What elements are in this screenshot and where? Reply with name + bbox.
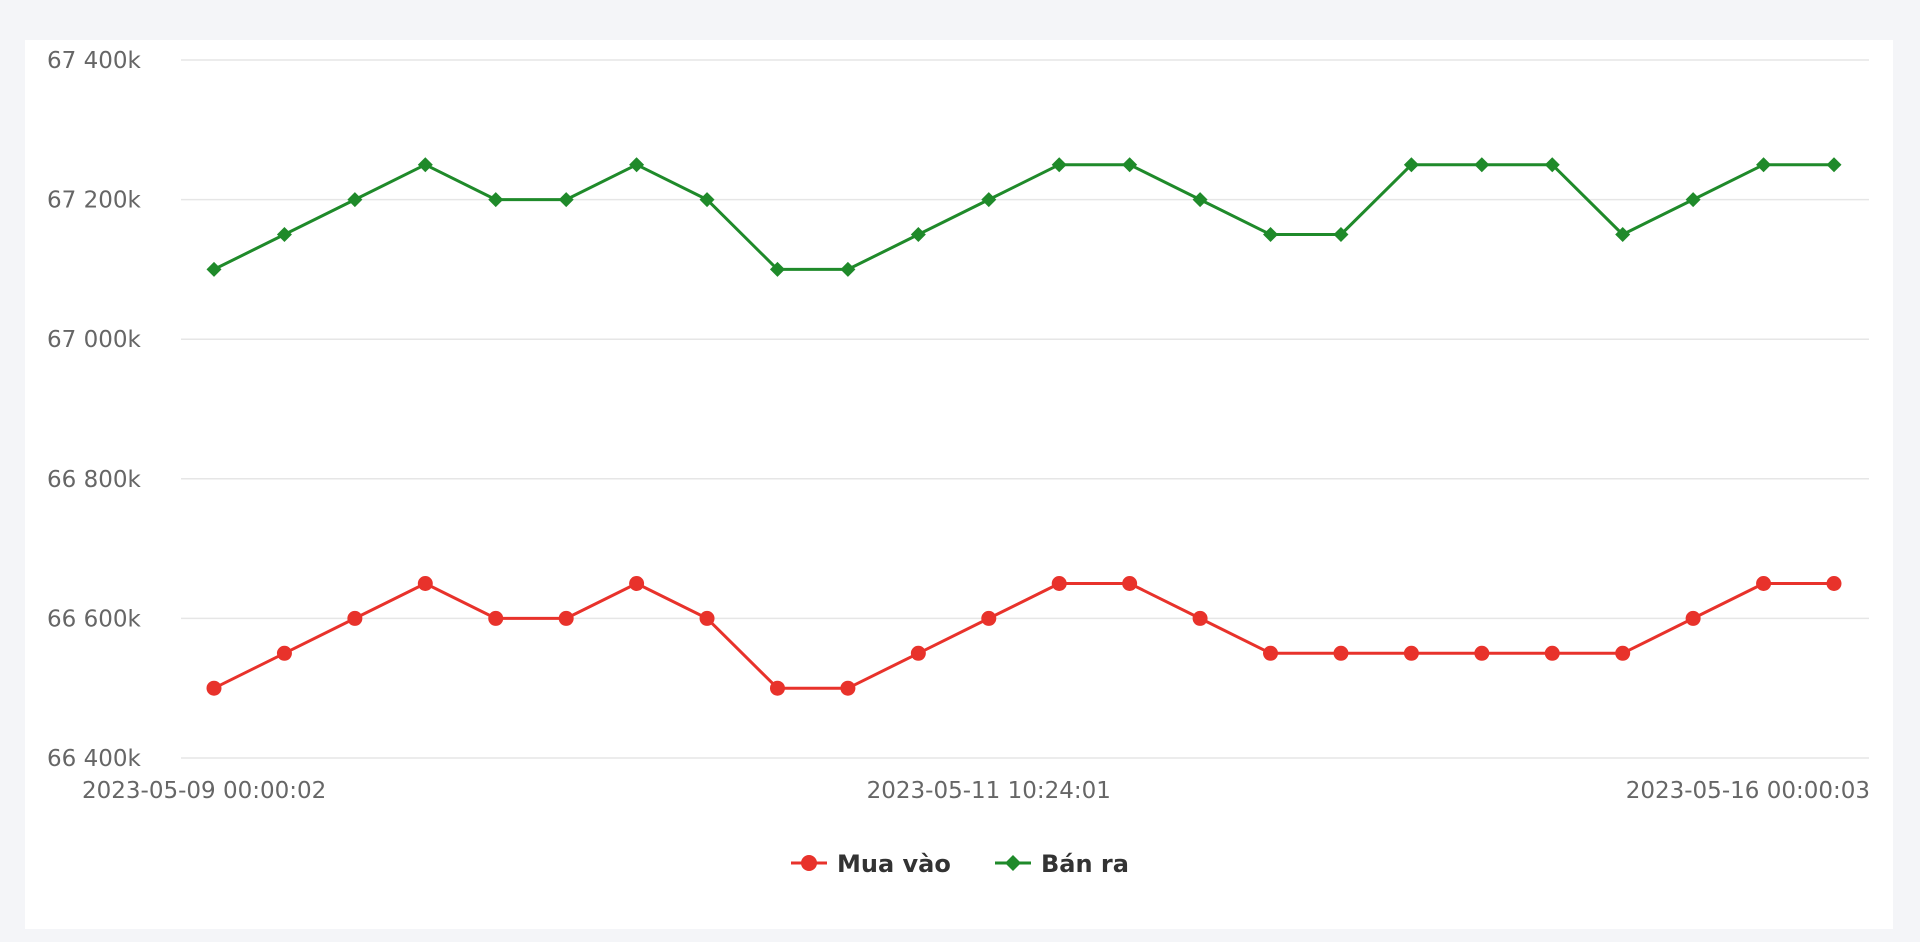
grid-lines <box>181 59 1869 759</box>
series-group <box>206 157 1842 696</box>
data-point[interactable] <box>1615 645 1631 661</box>
data-point[interactable] <box>769 261 785 277</box>
data-point[interactable] <box>276 227 292 242</box>
data-point[interactable] <box>347 192 363 208</box>
data-point[interactable] <box>769 680 785 696</box>
x-axis-ticks: 2023-05-09 00:00:02 2023-05-11 10:24:01 20… <box>82 778 1870 804</box>
data-point[interactable] <box>910 227 926 242</box>
legend-item-buy[interactable]: Mua vào <box>791 850 951 878</box>
data-point[interactable] <box>417 576 433 591</box>
data-point[interactable] <box>981 610 997 626</box>
data-point[interactable] <box>1685 610 1701 626</box>
legend-label-buy: Mua vào <box>837 850 951 878</box>
line-chart: 66 400k 66 600k 66 800k 67 000k 67 200k 67 40… <box>47 48 1870 878</box>
data-point[interactable] <box>1333 645 1349 661</box>
y-axis-ticks: 66 400k 66 600k 66 800k 67 000k 67 200k 67 40… <box>47 48 141 772</box>
x-tick-label: 2023-05-16 00:00:03 <box>1626 778 1870 804</box>
data-point[interactable] <box>206 261 222 277</box>
data-point[interactable] <box>840 261 856 277</box>
data-point[interactable] <box>558 610 574 626</box>
data-point[interactable] <box>1403 157 1419 173</box>
data-point[interactable] <box>488 610 504 626</box>
data-point[interactable] <box>1263 227 1279 242</box>
y-tick-label: 66 400k <box>47 746 141 772</box>
data-point[interactable] <box>1474 157 1490 173</box>
series-sell <box>206 157 1842 277</box>
data-point[interactable] <box>206 680 222 696</box>
data-point[interactable] <box>1615 227 1631 242</box>
data-point[interactable] <box>1826 157 1842 173</box>
legend: Mua vào Bán ra <box>791 850 1129 878</box>
data-point[interactable] <box>1192 192 1208 208</box>
x-tick-label: 2023-05-11 10:24:01 <box>867 778 1111 804</box>
data-point[interactable] <box>1544 157 1560 173</box>
data-point[interactable] <box>488 192 504 208</box>
data-point[interactable] <box>1756 576 1772 591</box>
data-point[interactable] <box>910 645 926 661</box>
data-point[interactable] <box>558 192 574 208</box>
y-tick-label: 67 400k <box>47 48 141 74</box>
data-point[interactable] <box>1192 610 1208 626</box>
legend-label-sell: Bán ra <box>1041 850 1129 878</box>
data-point[interactable] <box>629 576 645 591</box>
data-point[interactable] <box>1122 576 1138 591</box>
data-point[interactable] <box>1685 192 1701 208</box>
data-point[interactable] <box>1544 645 1560 661</box>
y-tick-label: 67 200k <box>47 188 141 214</box>
data-point[interactable] <box>1051 157 1067 173</box>
data-point[interactable] <box>1263 645 1279 661</box>
data-point[interactable] <box>1826 576 1842 591</box>
y-tick-label: 66 800k <box>47 467 141 493</box>
legend-item-sell[interactable]: Bán ra <box>995 850 1129 878</box>
data-point[interactable] <box>1051 576 1067 591</box>
data-point[interactable] <box>629 157 645 173</box>
legend-swatch-marker <box>801 855 817 871</box>
legend-swatch-marker <box>1005 855 1021 871</box>
data-point[interactable] <box>1474 645 1490 661</box>
data-point[interactable] <box>1403 645 1419 661</box>
series-buy <box>206 576 1842 696</box>
data-point[interactable] <box>840 680 856 696</box>
y-tick-label: 66 600k <box>47 606 141 632</box>
data-point[interactable] <box>981 192 997 208</box>
data-point[interactable] <box>347 610 363 626</box>
data-point[interactable] <box>417 157 433 173</box>
y-tick-label: 67 000k <box>47 327 141 353</box>
x-tick-label: 2023-05-09 00:00:02 <box>82 778 326 804</box>
data-point[interactable] <box>1122 157 1138 173</box>
data-point[interactable] <box>1756 157 1772 173</box>
series-line <box>213 163 1834 271</box>
data-point[interactable] <box>699 192 715 208</box>
data-point[interactable] <box>276 645 292 661</box>
series-line <box>213 582 1834 690</box>
data-point[interactable] <box>1333 227 1349 242</box>
data-point[interactable] <box>699 610 715 626</box>
chart-card: 66 400k 66 600k 66 800k 67 000k 67 200k 67 40… <box>25 40 1893 929</box>
